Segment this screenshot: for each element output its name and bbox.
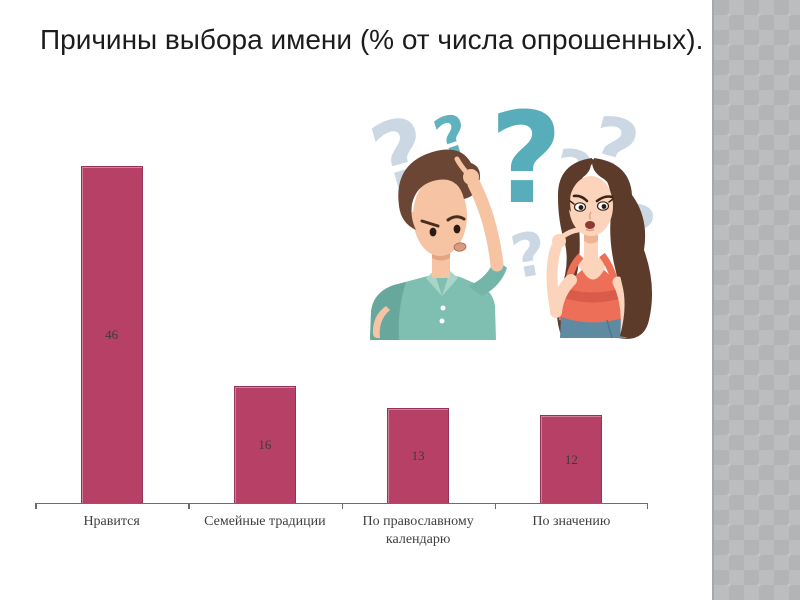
category-label: По значению — [532, 514, 611, 529]
bar-value-label: 12 — [564, 451, 578, 467]
bar: 16 — [233, 386, 296, 503]
bar-value-label: 16 — [258, 437, 272, 452]
bar-value-label: 46 — [105, 327, 119, 342]
woman-figure — [546, 158, 653, 339]
confused-couple-illustration: ? ? ? ? ? ? ? — [360, 100, 660, 340]
bar-value-label: 13 — [411, 448, 425, 463]
axis-tick — [646, 503, 648, 509]
axis-tick — [494, 503, 497, 509]
category-label: По православному календарю — [362, 514, 474, 548]
axis-tick — [188, 503, 190, 509]
bar: 13 — [387, 408, 450, 503]
decorative-diamond-sidebar — [712, 0, 800, 600]
slide-title: Причины выбора имени (% от числа опрошен… — [40, 24, 704, 55]
plot-area: 46 16 13 12 Нравится Семейные традиции По прав… — [35, 100, 648, 547]
bar: 12 — [540, 415, 603, 503]
category-label: Семейные традиции — [204, 514, 326, 529]
bar: 46 — [80, 166, 143, 503]
axis-tick — [35, 503, 37, 509]
question-mark-icon: ? — [489, 100, 562, 232]
man-figure — [370, 149, 507, 340]
category-label: Нравится — [83, 514, 140, 529]
axis-tick — [341, 503, 343, 509]
